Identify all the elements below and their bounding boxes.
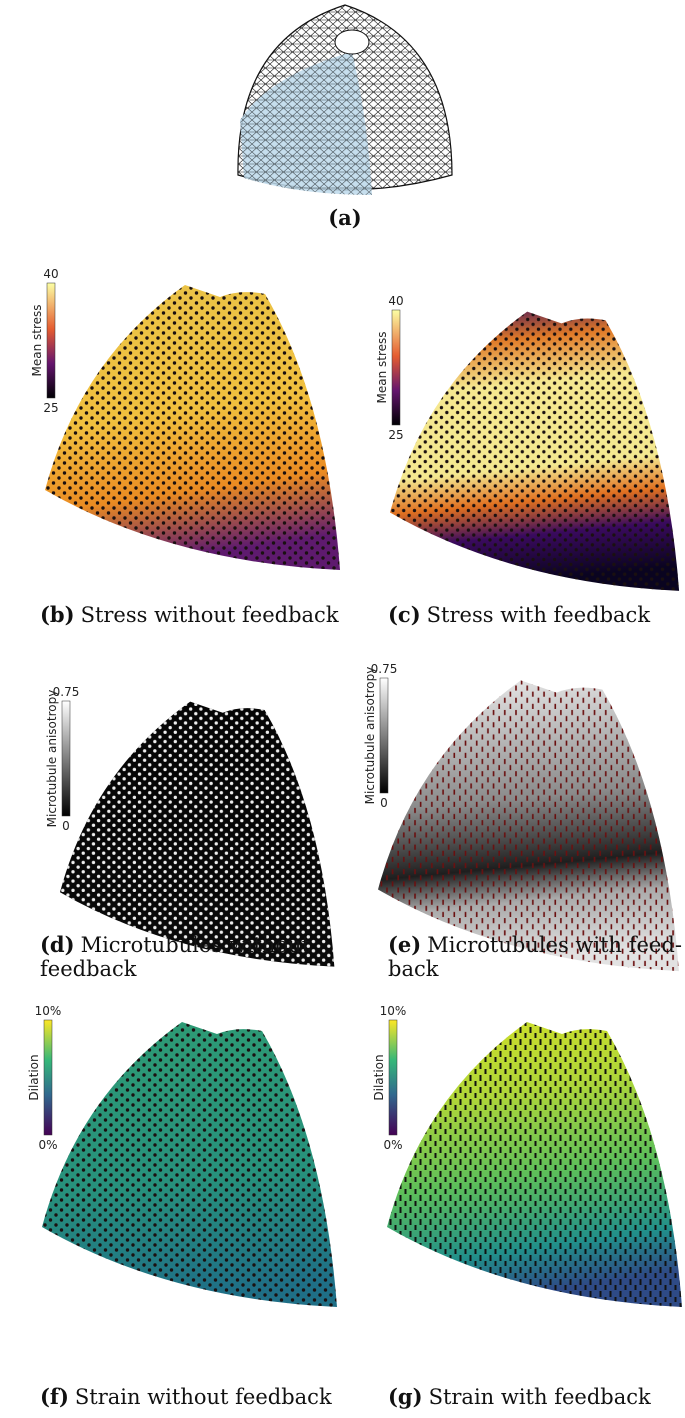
caption-text: Stress with feedback: [427, 603, 651, 627]
colorbar-title: Dilation: [27, 1054, 41, 1100]
colorbar-min: 0%: [383, 1138, 402, 1152]
colorbar: [388, 1019, 398, 1136]
colorbar: [61, 700, 71, 817]
caption: (g) Strain with feedback: [388, 1384, 651, 1409]
colorbar-title: Dilation: [372, 1054, 386, 1100]
colorbar-max: 10%: [380, 1004, 407, 1018]
caption-text: back: [388, 957, 439, 981]
colorbar-max: 0.75: [53, 685, 80, 699]
colorbar-max: 40: [43, 267, 58, 281]
colorbar-max: 0.75: [371, 662, 398, 676]
cell-markers: [42, 1022, 337, 1307]
panel-surface: [45, 285, 340, 570]
caption: (c) Stress with feedback: [388, 602, 650, 627]
cell-markers: [378, 680, 679, 972]
colorbar-min: 25: [43, 401, 58, 415]
caption-text: Stress without feedback: [81, 603, 339, 627]
colorbar-min: 0: [62, 819, 70, 833]
colorbar-max: 40: [388, 294, 403, 308]
colorbar-min: 25: [388, 428, 403, 442]
colorbar-title: Mean stress: [375, 331, 389, 403]
cell-markers: [387, 1022, 682, 1307]
colorbar-max: 10%: [35, 1004, 62, 1018]
caption-text: Microtubules with feed-: [427, 933, 682, 957]
caption-label: (d): [40, 932, 75, 957]
colorbar-min: 0%: [38, 1138, 57, 1152]
panel-surface: [387, 1022, 682, 1307]
colorbar-title: Mean stress: [30, 304, 44, 376]
panel-surface: [42, 1022, 337, 1307]
caption-label: (c): [388, 602, 421, 627]
colorbar: [379, 677, 389, 794]
cell-markers: [390, 311, 680, 591]
dome: [237, 4, 453, 195]
colorbar: [46, 282, 56, 399]
caption: (a): [328, 205, 361, 230]
colorbar-min: 0: [380, 796, 388, 810]
colorbar: [391, 309, 401, 426]
caption-label: (f): [40, 1384, 69, 1409]
cell-markers: [45, 285, 340, 570]
caption-label: (e): [388, 932, 421, 957]
caption-label: (a): [328, 205, 361, 230]
caption-text: Strain with feedback: [429, 1385, 651, 1409]
caption: (e) Microtubules with feed-back: [388, 932, 682, 981]
caption-text: Strain without feedback: [75, 1385, 332, 1409]
colorbar-title: Microtubule anisotropy: [45, 690, 59, 828]
caption: (b) Stress without feedback: [40, 602, 339, 627]
caption-text: Microtubules without: [81, 933, 311, 957]
caption-text: feedback: [40, 957, 137, 981]
caption-label: (b): [40, 602, 75, 627]
panel-surface: [60, 701, 335, 967]
panel-surface: [378, 680, 679, 972]
colorbar: [43, 1019, 53, 1136]
colorbar-title: Microtubule anisotropy: [363, 667, 377, 805]
caption-label: (g): [388, 1384, 423, 1409]
caption: (f) Strain without feedback: [40, 1384, 332, 1409]
cell-markers: [60, 701, 335, 967]
panel-surface: [390, 311, 680, 591]
caption: (d) Microtubules without feedback: [40, 932, 311, 981]
